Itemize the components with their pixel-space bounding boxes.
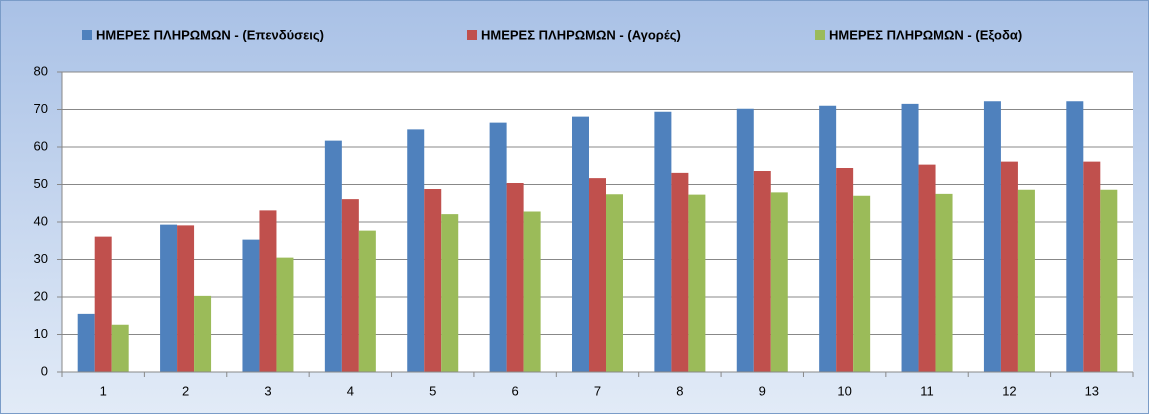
bar (918, 164, 936, 372)
x-tick-label: 2 (182, 383, 189, 398)
bar (770, 192, 788, 372)
bar (177, 225, 195, 372)
bar (572, 116, 589, 372)
bar (506, 183, 524, 372)
y-tick-label: 10 (34, 326, 48, 341)
legend-swatch (815, 30, 825, 40)
y-tick-label: 70 (34, 101, 48, 116)
bar (259, 210, 277, 372)
x-tick-label: 13 (1085, 383, 1099, 398)
legend-label: ΗΜΕΡΕΣ ΠΛΗΡΩΜΩΝ - (Εξοδα) (829, 27, 1022, 42)
x-tick-label: 3 (264, 383, 271, 398)
bar (1000, 161, 1018, 372)
y-tick-label: 20 (34, 288, 48, 303)
y-tick-label: 80 (34, 63, 48, 78)
bar (160, 224, 178, 372)
bar (358, 230, 376, 372)
bar (654, 111, 672, 372)
legend-swatch (467, 30, 477, 40)
x-tick-label: 9 (759, 383, 766, 398)
bar (736, 108, 754, 372)
bar (77, 313, 95, 372)
bar (753, 171, 771, 372)
bar (1066, 101, 1084, 372)
y-tick-label: 0 (41, 363, 48, 378)
y-tick-label: 60 (34, 138, 48, 153)
bar (489, 122, 507, 372)
x-tick-label: 5 (429, 383, 436, 398)
x-tick-label: 7 (594, 383, 601, 398)
bar (901, 103, 919, 372)
bar (589, 178, 606, 372)
bar (819, 105, 837, 372)
bar (1083, 161, 1101, 372)
bar (111, 324, 129, 372)
legend-swatch (82, 30, 92, 40)
x-tick-label: 12 (1002, 383, 1016, 398)
bar (194, 295, 212, 372)
y-tick-label: 50 (34, 176, 48, 191)
bar (983, 101, 1001, 372)
bar (94, 236, 112, 372)
bar (671, 172, 689, 372)
bar (276, 257, 294, 372)
bar (407, 129, 425, 372)
bar (341, 199, 359, 372)
y-tick-label: 30 (34, 251, 48, 266)
legend-label: ΗΜΕΡΕΣ ΠΛΗΡΩΜΩΝ - (Αγορές) (481, 27, 681, 42)
bar (1017, 189, 1035, 372)
bar (688, 194, 706, 372)
x-tick-label: 11 (920, 383, 934, 398)
x-tick-label: 8 (676, 383, 683, 398)
y-tick-label: 40 (34, 213, 48, 228)
x-tick-label: 1 (100, 383, 107, 398)
bar (935, 193, 953, 372)
bar (853, 195, 871, 372)
bar (424, 189, 442, 372)
x-tick-label: 10 (837, 383, 851, 398)
bar (523, 211, 541, 372)
x-tick-label: 6 (511, 383, 518, 398)
bar (441, 214, 459, 372)
bar (1100, 189, 1118, 372)
x-tick-label: 4 (347, 383, 354, 398)
bar (242, 239, 260, 372)
bar (836, 168, 854, 372)
legend-label: ΗΜΕΡΕΣ ΠΛΗΡΩΜΩΝ - (Επενδύσεις) (96, 27, 324, 42)
bar (324, 140, 342, 372)
bar (606, 194, 623, 372)
